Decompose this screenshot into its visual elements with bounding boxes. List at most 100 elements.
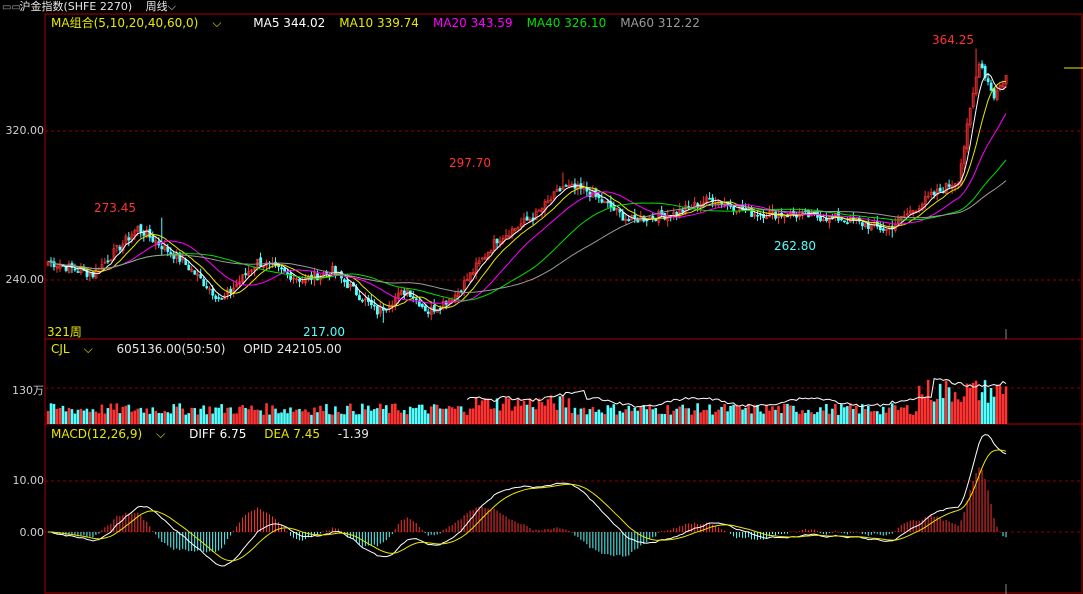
volume-bar [79, 408, 83, 424]
candle-body [929, 191, 933, 195]
volume-bar [172, 404, 176, 424]
volume-bar [426, 413, 430, 424]
candle-body [881, 228, 885, 231]
volume-bar [630, 410, 634, 424]
candle-body [432, 305, 436, 312]
volume-bar [714, 411, 717, 424]
volume-bar [396, 410, 400, 424]
candle-body [633, 214, 637, 219]
ma-values: MA5 344.02 MA10 339.74 MA20 343.59 MA40 326… [253, 16, 714, 30]
volume-bar [304, 409, 307, 424]
candle-body [52, 261, 56, 267]
volume-bar [88, 411, 92, 424]
volume-bar [331, 414, 334, 424]
volume-bar [423, 410, 427, 424]
candle-body [214, 295, 218, 299]
period-selector[interactable]: 周线⌵ [146, 0, 176, 13]
volume-bar [151, 407, 155, 424]
ma-combo-selector[interactable]: MA组合(5,10,20,40,60,0) ⌵ [51, 16, 235, 30]
candle-body [822, 219, 825, 222]
volume-bar [920, 394, 924, 424]
bar-count-label: 321周 [47, 325, 82, 339]
volume-bar [744, 407, 747, 424]
volume-bar [465, 414, 469, 424]
candle-body [115, 244, 119, 248]
volume-bar [154, 410, 158, 424]
volume-bar [178, 403, 182, 424]
volume-bar [968, 387, 972, 424]
candle-body [935, 188, 939, 196]
volume-bar [208, 406, 211, 424]
volume-bar [190, 407, 193, 424]
volume-bar [516, 398, 520, 424]
price-tick-high: 320.00 [5, 124, 45, 137]
candle-body [1004, 75, 1008, 85]
volume-bar [552, 403, 556, 424]
candle-body [498, 240, 502, 245]
volume-bar [376, 408, 379, 424]
volume-bar [157, 413, 161, 424]
volume-bar [771, 406, 774, 424]
candle-body [504, 234, 508, 239]
volume-bar [875, 411, 879, 424]
candle-body [983, 65, 987, 78]
diff-value: 6.75 [219, 427, 247, 441]
volume-bar [777, 405, 780, 424]
volume-tick: 130万 [12, 384, 44, 397]
candle-body [247, 271, 251, 277]
volume-bar [402, 410, 406, 424]
candle-body [768, 211, 771, 218]
chart-window-icon[interactable]: ▭▭ [2, 2, 21, 13]
volume-bar [932, 401, 936, 424]
cjl-selector[interactable]: CJL ⌵ [51, 342, 107, 356]
volume-bar [202, 405, 205, 424]
candle-body [73, 268, 77, 271]
volume-bar [998, 385, 1002, 424]
volume-bar [160, 413, 164, 424]
instrument-name[interactable]: 沪金指数(SHFE 2270) [19, 0, 133, 13]
volume-bar [444, 408, 448, 424]
volume-bar [540, 402, 544, 424]
volume-bar [675, 408, 678, 424]
macd-selector[interactable]: MACD(12,26,9) ⌵ [51, 427, 179, 441]
volume-bar [606, 405, 610, 424]
candle-body [600, 199, 604, 203]
volume-bar [768, 410, 771, 424]
volume-bar [477, 405, 481, 424]
volume-bar [663, 414, 667, 424]
volume-bar [717, 409, 720, 424]
volume-bar [852, 408, 855, 424]
candle-body [235, 283, 239, 288]
volume-bar [774, 409, 777, 424]
candle-body [932, 191, 936, 196]
volume-bar [289, 407, 292, 424]
volume-bar [567, 398, 571, 424]
volume-bar [298, 409, 301, 424]
volume-bar [702, 410, 705, 424]
candle-body [217, 297, 221, 299]
volume-bar [819, 407, 822, 424]
opid-line [466, 377, 1007, 408]
volume-bar [666, 405, 670, 424]
candle-body [896, 217, 900, 224]
volume-bar [783, 404, 786, 424]
candle-body [109, 259, 113, 262]
volume-bar [100, 404, 104, 424]
candle-body [974, 76, 978, 95]
candle-body [423, 305, 427, 312]
volume-bar [271, 405, 274, 424]
volume-bar [169, 413, 173, 424]
candle-body [603, 200, 607, 204]
candle-body [711, 197, 715, 203]
volume-bar [558, 396, 562, 424]
volume-bar [561, 395, 565, 424]
volume-bar [247, 409, 250, 424]
candle-body [139, 224, 143, 233]
volume-bar [570, 413, 574, 424]
volume-bar [91, 409, 95, 424]
volume-bar [118, 413, 122, 424]
volume-bar [911, 414, 915, 424]
candle-body [618, 209, 622, 213]
volume-bar [893, 405, 897, 424]
